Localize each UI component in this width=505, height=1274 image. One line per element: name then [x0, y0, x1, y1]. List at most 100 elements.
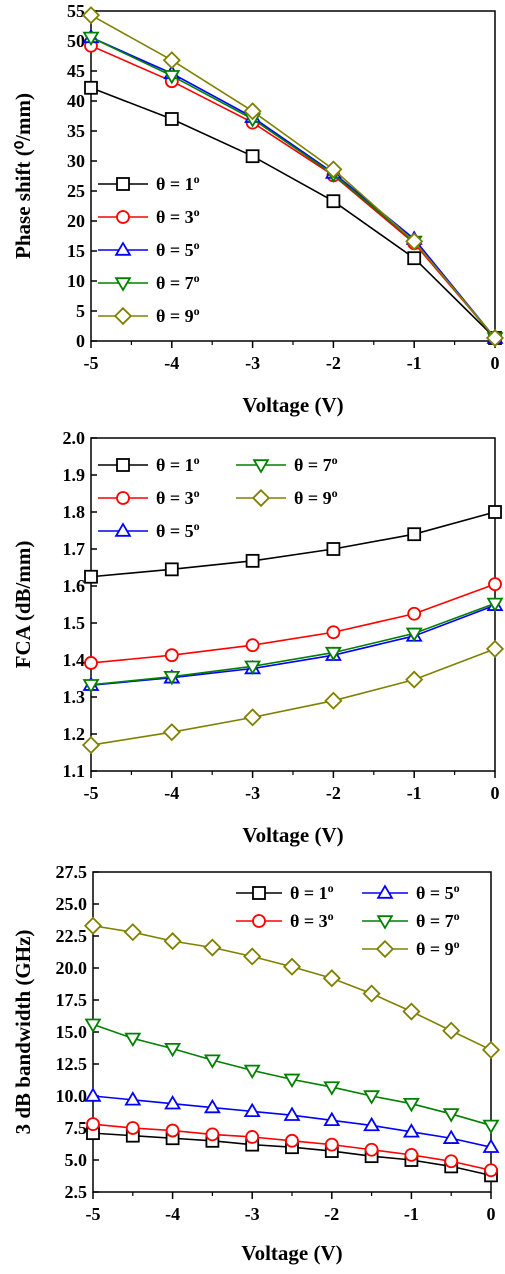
chart1-xtick-label: -4	[164, 353, 179, 373]
chart1-legend-label: θ = 9o	[156, 304, 200, 326]
chart2-legend-label: θ = 1o	[156, 453, 200, 475]
chart3-ytick-label: 7.5	[65, 1118, 88, 1138]
chart2-series-1-point	[245, 553, 260, 568]
chart1-ytick-label: 40	[67, 91, 85, 111]
chart1-legend-sup: o	[194, 304, 200, 318]
chart3-legend-marker	[376, 915, 394, 930]
chart1: 0 5 10 15 20 25 30 35 40 45 50 55 -5 -4 -3 -2 -1 0 Voltage…	[11, 1, 505, 417]
chart2-legend-marker	[114, 522, 132, 537]
chart3-series-3-point	[363, 1116, 381, 1132]
chart3-legend-sup: o	[454, 881, 460, 895]
chart2-legend-marker	[116, 458, 130, 472]
chart1-legend-marker	[113, 306, 133, 326]
chart2-series-5-line	[90, 648, 496, 746]
chart1-ytick-label: 5	[76, 301, 85, 321]
chart2-series-5	[81, 639, 505, 755]
chart1-series-1-point	[84, 80, 98, 95]
chart3-series-4-point	[243, 1064, 261, 1080]
chart3-series-4-point	[363, 1090, 381, 1105]
chart3-legend-marker	[252, 886, 266, 900]
chart3-series-2-point	[86, 1117, 100, 1132]
chart2-xtick-label: -5	[84, 783, 99, 803]
chart3-series-3-point	[243, 1102, 261, 1118]
chart3-legend-sup: o	[454, 909, 460, 923]
chart3-series-5-point	[243, 947, 262, 966]
chart1-legend-sup: o	[194, 205, 200, 219]
chart2-xlabel: Voltage (V)	[242, 823, 343, 847]
chart3-series-3-point	[283, 1106, 301, 1121]
chart2-ylabel: FCA (dB/mm)	[11, 541, 35, 669]
chart1-xtick-label: -5	[84, 353, 99, 373]
chart2-legend-label: θ = 5o	[156, 519, 200, 541]
chart3-legend-name: θ = 3	[290, 911, 328, 931]
chart2-xtick-label: -2	[326, 783, 341, 803]
chart1-legend-sup: o	[194, 238, 200, 252]
chart2-legend-name: θ = 7	[294, 455, 332, 475]
chart2-ytick-label: 1.8	[63, 502, 86, 522]
chart3: 2.5 5.0 7.5 10.0 12.5 15.0 17.5 20.0 22.5 25.0 27.…	[11, 862, 501, 1265]
chart2-series-3-line	[90, 604, 496, 686]
chart1-series-1-line	[90, 87, 496, 339]
chart3-series-2-point	[245, 1130, 260, 1144]
chart1-ytick-label: 55	[67, 1, 85, 21]
chart3-legend-label: θ = 5o	[416, 881, 460, 903]
chart1-series-1-point	[407, 251, 422, 266]
chart2-series-4-point	[486, 597, 504, 613]
chart3-legend-marker	[375, 939, 395, 959]
chart2-series-4-point	[82, 679, 100, 694]
chart3-series-2-point	[324, 1137, 339, 1152]
chart2-series-4-point	[405, 627, 423, 643]
chart1-series-5-point	[243, 102, 262, 121]
chart1-series-1-point	[326, 194, 341, 209]
chart1-series-4	[82, 31, 504, 347]
chart2-series-2-line	[90, 583, 496, 664]
chart3-series-3-point	[164, 1095, 182, 1110]
chart3-legend-label: θ = 1o	[290, 881, 334, 903]
chart3-series-4-point	[84, 1018, 102, 1033]
chart1-legend: θ = 1oθ = 3oθ = 5oθ = 7oθ = 9o	[98, 172, 200, 326]
chart2-series-2	[84, 577, 502, 670]
chart3-series-5-point	[322, 969, 341, 988]
chart3-series-3-point	[84, 1087, 102, 1102]
chart1-ytick-label: 15	[67, 241, 85, 261]
chart1-legend-name: θ = 5	[156, 240, 194, 260]
chart3-xtick-label: -3	[245, 1204, 260, 1224]
chart1-series-5-point	[162, 51, 181, 70]
chart1-series-1-point	[164, 112, 179, 126]
chart3-ytick-label: 10.0	[56, 1086, 88, 1106]
chart1-legend-label: θ = 1o	[156, 172, 200, 194]
chart3-series-5-point	[163, 932, 182, 951]
chart3-series-5-point	[123, 923, 142, 942]
chart2-plot-frame	[90, 437, 496, 772]
chart3-series-5-point	[282, 957, 302, 976]
chart2-series-2-point	[488, 577, 502, 592]
chart2-series-4-point	[163, 670, 181, 686]
chart2-series-1-line	[90, 511, 496, 578]
chart3-ytick-label: 20.0	[56, 958, 88, 978]
chart2-legend-marker	[251, 488, 271, 508]
chart1-series-2-line	[90, 45, 496, 339]
chart3-series-3-point	[323, 1111, 341, 1127]
chart3-series-3-point	[442, 1129, 460, 1144]
chart3-series-5-point	[362, 984, 381, 1003]
chart1-xtick-label: -1	[407, 353, 422, 373]
chart3-series-3	[84, 1087, 500, 1153]
chart3-legend-sup: o	[454, 937, 460, 951]
chart2-series-5-point	[243, 708, 262, 727]
chart3-ytick-label: 5.0	[65, 1150, 88, 1170]
chart1-series-2	[84, 38, 502, 345]
chart2-series-1-point	[164, 562, 179, 577]
chart2-legend-name: θ = 9	[294, 488, 332, 508]
chart3-series-2-point	[205, 1127, 220, 1142]
chart2-legend-sup: o	[332, 453, 338, 467]
chart2-ytick-label: 1.4	[63, 650, 86, 670]
chart3-legend-marker	[376, 884, 394, 899]
chart3-series-5-point	[402, 1002, 421, 1021]
chart3-xtick-label: -4	[165, 1204, 180, 1224]
chart3-legend-sup: o	[328, 881, 334, 895]
chart2-series-2-point	[407, 606, 422, 621]
chart1-ytick-label: 50	[67, 31, 85, 51]
chart3-series-2-point	[444, 1154, 459, 1169]
chart2-legend-label: θ = 3o	[156, 486, 200, 508]
chart2-series-1-point	[407, 527, 422, 542]
